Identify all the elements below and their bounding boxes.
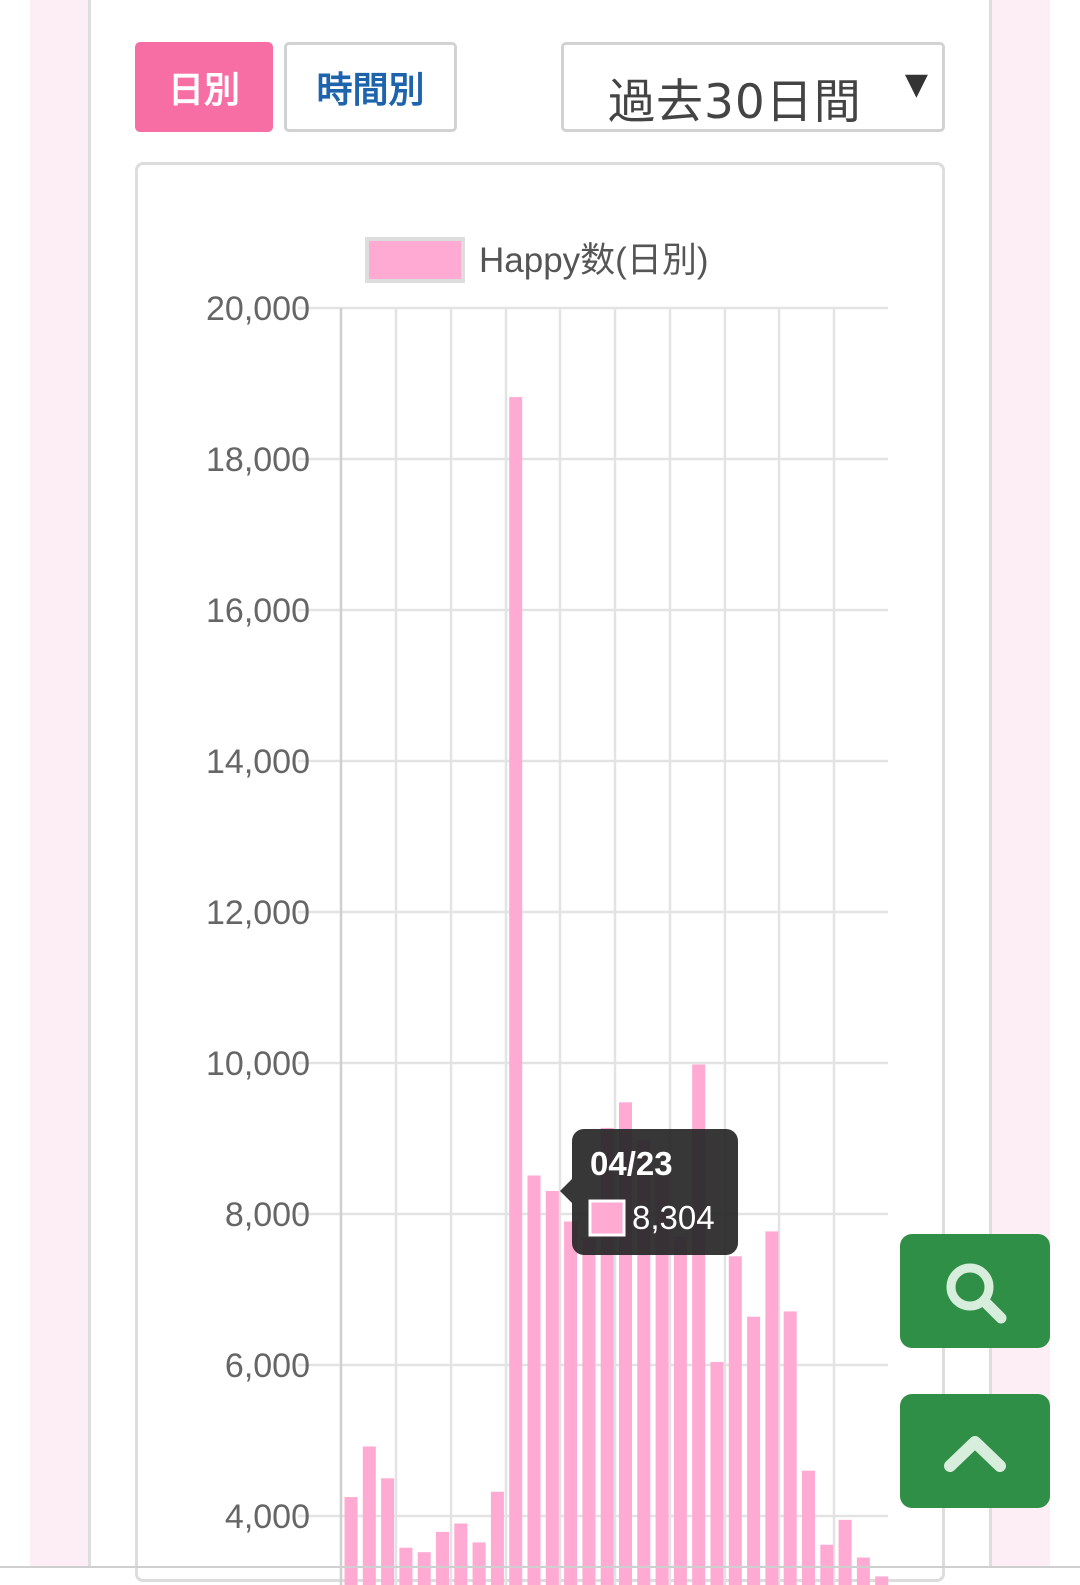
bar[interactable] bbox=[857, 1558, 870, 1585]
chart-tooltip: 04/23 8,304 bbox=[560, 1129, 738, 1255]
bar[interactable] bbox=[784, 1311, 797, 1585]
y-tick-label: 8,000 bbox=[225, 1196, 310, 1234]
content-left-edge bbox=[88, 0, 91, 1568]
bar[interactable] bbox=[564, 1222, 577, 1585]
dropdown-arrow-icon: ▼ bbox=[905, 67, 928, 102]
bar[interactable] bbox=[711, 1362, 724, 1585]
page-left-border bbox=[30, 0, 88, 1568]
y-tick-label: 18,000 bbox=[206, 441, 310, 479]
bar[interactable] bbox=[418, 1552, 431, 1585]
bar[interactable] bbox=[436, 1532, 449, 1585]
scroll-to-top-button[interactable] bbox=[900, 1394, 1050, 1508]
tooltip-value: 8,304 bbox=[632, 1199, 715, 1236]
y-tick-label: 4,000 bbox=[225, 1498, 310, 1536]
legend-swatch bbox=[367, 239, 463, 281]
tooltip-date: 04/23 bbox=[590, 1145, 673, 1182]
bar[interactable] bbox=[747, 1317, 760, 1585]
bar[interactable] bbox=[546, 1191, 559, 1585]
tab-daily[interactable]: 日別 bbox=[135, 42, 273, 132]
bar[interactable] bbox=[875, 1576, 888, 1585]
bar-chart: 20,000 18,000 16,000 14,000 12,000 10,000 8,00… bbox=[138, 165, 948, 1585]
y-tick-label: 20,000 bbox=[206, 290, 310, 328]
bar[interactable] bbox=[491, 1492, 504, 1585]
bar[interactable] bbox=[454, 1524, 467, 1585]
bar[interactable] bbox=[674, 1237, 687, 1585]
bar[interactable] bbox=[473, 1542, 486, 1585]
bar[interactable] bbox=[765, 1231, 778, 1585]
period-select-value: 過去30日間 bbox=[608, 63, 862, 132]
bar[interactable] bbox=[582, 1238, 595, 1585]
chart-card: 20,000 18,000 16,000 14,000 12,000 10,000 8,00… bbox=[135, 162, 945, 1582]
bar[interactable] bbox=[839, 1520, 852, 1585]
bar[interactable] bbox=[528, 1176, 541, 1585]
bar[interactable] bbox=[509, 397, 522, 1585]
bar[interactable] bbox=[381, 1478, 394, 1585]
bar[interactable] bbox=[345, 1497, 358, 1585]
bar[interactable] bbox=[820, 1545, 833, 1585]
tooltip-swatch bbox=[590, 1201, 624, 1235]
search-button[interactable] bbox=[900, 1234, 1050, 1348]
bar[interactable] bbox=[729, 1256, 742, 1585]
y-tick-label: 10,000 bbox=[206, 1045, 310, 1083]
search-icon bbox=[900, 1234, 1050, 1348]
y-tick-label: 12,000 bbox=[206, 894, 310, 932]
y-tick-label: 6,000 bbox=[225, 1347, 310, 1385]
chevron-up-icon bbox=[900, 1394, 1050, 1508]
period-select[interactable]: 過去30日間 ▼ bbox=[561, 42, 945, 132]
y-tick-label: 16,000 bbox=[206, 592, 310, 630]
bar[interactable] bbox=[363, 1447, 376, 1585]
y-tick-label: 14,000 bbox=[206, 743, 310, 781]
legend-label: Happy数(日別) bbox=[479, 241, 708, 280]
tab-hourly[interactable]: 時間別 bbox=[284, 42, 457, 132]
